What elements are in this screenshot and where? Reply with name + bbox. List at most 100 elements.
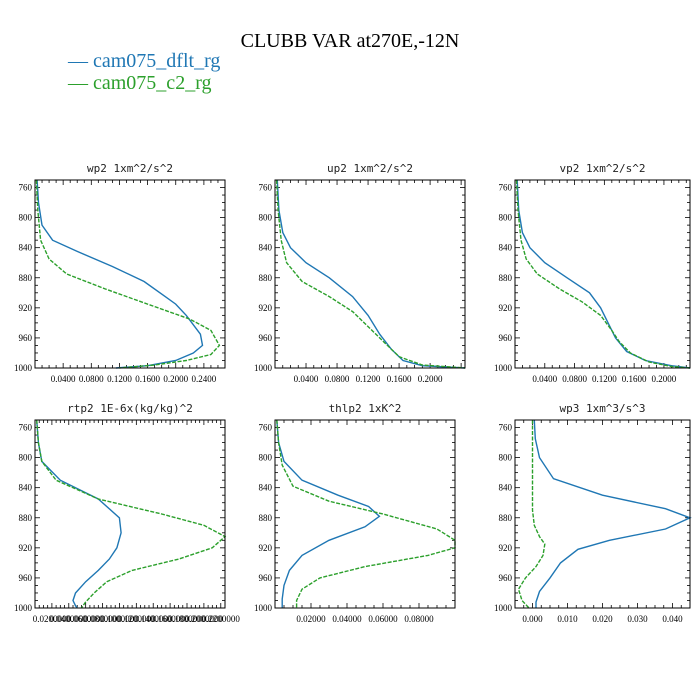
- y-tick-label: 1000: [14, 603, 33, 613]
- legend-label-dflt: cam075_dflt_rg: [93, 50, 221, 72]
- plot-frame: [274, 419, 456, 609]
- x-tick-label: 0.2000: [418, 374, 443, 384]
- x-tick-label: 0.1200: [592, 374, 617, 384]
- y-tick-label: 960: [499, 333, 513, 343]
- legend-line-c2: —: [68, 72, 93, 94]
- x-tick-label: 0.0800: [325, 374, 350, 384]
- x-tick-label: 0.1200: [356, 374, 381, 384]
- panel-title: wp3 1xm^3/s^3: [559, 402, 645, 415]
- x-tick-label: 0.0800: [79, 374, 104, 384]
- plot-frame: [34, 419, 226, 609]
- series-line-dflt: [533, 419, 692, 608]
- y-tick-label: 920: [499, 543, 513, 553]
- y-tick-label: 760: [499, 423, 513, 433]
- panel-title: vp2 1xm^2/s^2: [559, 162, 645, 175]
- x-tick-label: 0.06000: [368, 614, 398, 624]
- series-line-c2: [275, 179, 466, 369]
- y-tick-label: 800: [499, 213, 513, 223]
- y-tick-label: 920: [499, 303, 513, 313]
- series-line-c2: [276, 419, 456, 608]
- y-tick-label: 760: [19, 423, 33, 433]
- x-tick-label: 0.020: [592, 614, 613, 624]
- panel-2: up2 1xm^2/s^2 760 800 840 880 920 960 1000 0.040…: [254, 162, 466, 384]
- series-line-dflt: [36, 419, 122, 609]
- plot-frame: [274, 179, 466, 369]
- series-line-c2: [515, 179, 691, 369]
- panel-1: wp2 1xm^2/s^2 760 800 840 880 920 960 1000 0.040…: [14, 162, 226, 384]
- y-tick-label: 840: [19, 243, 33, 253]
- panel-title: up2 1xm^2/s^2: [327, 162, 413, 175]
- y-tick-label: 1000: [254, 603, 273, 613]
- plot-frame: [514, 179, 691, 369]
- y-tick-label: 840: [19, 483, 33, 493]
- y-tick-label: 960: [19, 333, 33, 343]
- x-tick-label: 0.02000: [296, 614, 326, 624]
- y-tick-label: 760: [499, 183, 513, 193]
- y-tick-label: 840: [259, 243, 273, 253]
- x-tick-label: 0.04000: [332, 614, 362, 624]
- y-tick-label: 1000: [254, 363, 273, 373]
- x-tick-label: 0.0400000: [50, 614, 89, 624]
- x-tick-label: 0.2200000: [202, 614, 241, 624]
- panel-3: vp2 1xm^2/s^2 760 800 840 880 920 960 1000 0.040…: [494, 162, 691, 384]
- y-tick-label: 760: [19, 183, 33, 193]
- panel-6: wp3 1xm^3/s^3 760 800 840 880 920 960 1000 0.000…: [494, 402, 692, 624]
- series-line-dflt: [276, 179, 466, 369]
- y-tick-label: 840: [499, 483, 513, 493]
- panel-5: thlp2 1xK^2 760 800 840 880 920 960 1000 0.02000…: [254, 402, 456, 624]
- panel-title: rtp2 1E-6x(kg/kg)^2: [67, 402, 193, 415]
- y-tick-label: 800: [259, 453, 273, 463]
- x-tick-label: 0.1200000: [117, 614, 156, 624]
- series-line-dflt: [36, 179, 204, 369]
- y-tick-label: 880: [259, 273, 273, 283]
- series-line-c2: [36, 419, 227, 609]
- y-tick-label: 880: [19, 513, 33, 523]
- series-line-dflt: [276, 419, 381, 608]
- x-tick-label: 0.1800000: [168, 614, 207, 624]
- y-tick-label: 880: [499, 273, 513, 283]
- y-tick-label: 960: [19, 573, 33, 583]
- x-tick-label: 0.2000000: [185, 614, 224, 624]
- legend-line-dflt: —: [68, 50, 93, 72]
- figure-title: CLUBB VAR at270E,-12N: [240, 30, 460, 52]
- x-tick-label: 0.000: [522, 614, 543, 624]
- y-tick-label: 1000: [14, 363, 33, 373]
- y-tick-label: 880: [19, 273, 33, 283]
- y-tick-label: 800: [259, 213, 273, 223]
- legend-label-c2: cam075_c2_rg: [93, 72, 212, 94]
- x-tick-label: 0.0800000: [83, 614, 122, 624]
- y-tick-label: 800: [19, 213, 33, 223]
- x-tick-label: 0.0200000: [33, 614, 72, 624]
- y-tick-label: 880: [259, 513, 273, 523]
- y-tick-label: 760: [259, 423, 273, 433]
- x-tick-label: 0.030: [627, 614, 648, 624]
- x-tick-label: 0.1600000: [151, 614, 190, 624]
- y-tick-label: 800: [499, 453, 513, 463]
- x-tick-label: 0.040: [662, 614, 683, 624]
- panel-4: rtp2 1E-6x(kg/kg)^2 760 800 840 880 920 960 100…: [14, 402, 240, 624]
- y-tick-label: 760: [259, 183, 273, 193]
- x-tick-label: 0.0400: [51, 374, 76, 384]
- x-tick-label: 0.0400: [532, 374, 557, 384]
- y-tick-label: 960: [259, 333, 273, 343]
- legend-entry-dflt: — cam075_dflt_rg: [68, 50, 220, 73]
- y-tick-label: 880: [499, 513, 513, 523]
- x-tick-label: 0.2000: [652, 374, 677, 384]
- x-tick-label: 0.1200: [107, 374, 132, 384]
- x-tick-label: 0.0600000: [67, 614, 106, 624]
- y-tick-label: 960: [259, 573, 273, 583]
- y-tick-label: 920: [259, 543, 273, 553]
- y-tick-label: 840: [259, 483, 273, 493]
- y-tick-label: 1000: [494, 603, 513, 613]
- x-tick-label: 0.1400000: [134, 614, 173, 624]
- series-line-c2: [35, 179, 221, 369]
- y-tick-label: 920: [259, 303, 273, 313]
- x-tick-label: 0.1000000: [100, 614, 139, 624]
- y-tick-label: 1000: [494, 363, 513, 373]
- plot-frame: [514, 419, 691, 609]
- x-tick-label: 0.2400: [192, 374, 217, 384]
- y-tick-label: 840: [499, 243, 513, 253]
- y-tick-label: 960: [499, 573, 513, 583]
- series-line-c2: [517, 420, 546, 609]
- x-tick-label: 0.0800: [562, 374, 587, 384]
